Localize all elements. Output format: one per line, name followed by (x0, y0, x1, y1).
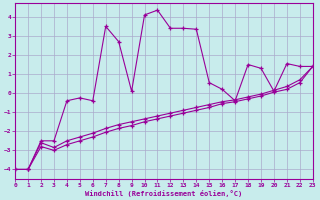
X-axis label: Windchill (Refroidissement éolien,°C): Windchill (Refroidissement éolien,°C) (85, 190, 243, 197)
